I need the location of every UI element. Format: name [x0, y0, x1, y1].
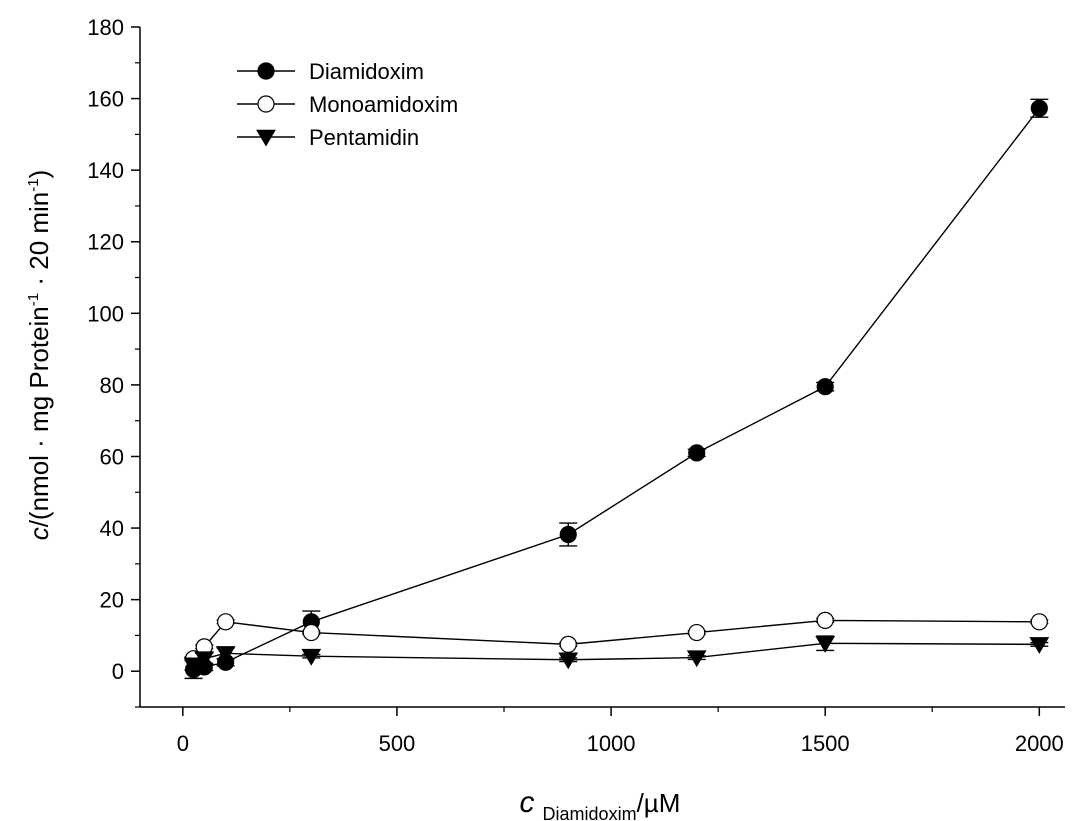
x-tick-label: 500	[379, 731, 416, 756]
y-axis-title-part1: /(nmol · mg Protein	[24, 306, 54, 527]
data-point	[688, 623, 706, 642]
series-line	[193, 619, 1040, 660]
legend-marker	[257, 62, 275, 80]
data-point	[194, 651, 215, 669]
y-tick-label: 0	[112, 659, 124, 684]
data-point	[1029, 637, 1050, 654]
legend-marker	[257, 95, 275, 113]
y-tick-label: 120	[87, 230, 124, 255]
y-axis-title-sup2: -1	[25, 178, 42, 191]
data-point	[816, 378, 834, 396]
data-point	[816, 611, 834, 629]
data-point	[558, 652, 579, 670]
legend-item-diamidoxim: Diamidoxim	[237, 59, 424, 84]
x-axis-title-subscript: Diamidoxim	[543, 804, 637, 821]
data-point	[559, 635, 577, 653]
x-tick-label: 1500	[801, 731, 850, 756]
data-marks	[183, 98, 1050, 680]
y-axis-title-part2: · 20 min	[24, 192, 54, 293]
series-pentamidin	[183, 635, 1050, 675]
y-tick-label: 20	[100, 588, 124, 613]
x-tick-label: 2000	[1015, 731, 1064, 756]
legend-label: Monoamidoxim	[309, 92, 458, 117]
data-point	[688, 444, 706, 462]
data-point	[217, 613, 235, 631]
series-monoamidoxim	[184, 611, 1049, 668]
x-axis-title-unit: /µM	[637, 788, 681, 818]
legend-label: Diamidoxim	[309, 59, 424, 84]
axes: 0 20 40 60 80 100 120 140 160 180 0 500 1000 1500 2000	[87, 15, 1065, 756]
legend-marker	[256, 129, 276, 147]
data-point	[302, 623, 320, 642]
data-point	[559, 525, 577, 544]
y-tick-label: 80	[100, 373, 124, 398]
y-tick-label: 40	[100, 516, 124, 541]
legend: Diamidoxim Monoamidoxim Pentamidin	[237, 59, 458, 150]
legend-label: Pentamidin	[309, 125, 419, 150]
series-diamidoxim	[184, 98, 1049, 680]
y-axis-title-part3: )	[24, 170, 54, 179]
data-point	[815, 636, 836, 653]
data-point	[301, 648, 322, 666]
y-axis-title-italic: c	[24, 527, 54, 540]
data-point	[183, 657, 204, 675]
y-axis-title-sup1: -1	[25, 293, 42, 306]
data-point	[686, 650, 707, 668]
x-axis-title: c Diamidoxim/µM	[520, 786, 681, 821]
data-point	[1030, 99, 1048, 117]
legend-item-monoamidoxim: Monoamidoxim	[237, 92, 458, 117]
y-tick-label: 180	[87, 15, 124, 40]
x-tick-label: 1000	[587, 731, 636, 756]
y-tick-label: 100	[87, 301, 124, 326]
y-tick-label: 140	[87, 158, 124, 183]
y-tick-label: 60	[100, 444, 124, 469]
y-tick-label: 160	[87, 87, 124, 112]
data-point	[1030, 613, 1048, 631]
x-axis-title-italic: c	[520, 786, 535, 819]
y-axis-title: c/(nmol · mg Protein-1 · 20 min-1)	[24, 170, 54, 541]
series-line	[193, 107, 1040, 671]
series-line	[193, 642, 1040, 666]
legend-item-pentamidin: Pentamidin	[237, 125, 419, 150]
data-point	[215, 646, 236, 663]
x-tick-label: 0	[177, 731, 189, 756]
